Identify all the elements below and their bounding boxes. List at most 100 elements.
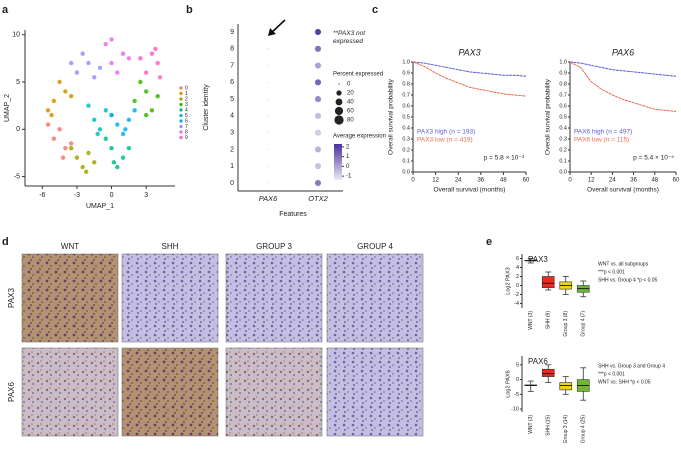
point [92,75,97,80]
point [68,145,74,151]
column-label: GROUP 3 [256,242,292,251]
legend-label: 7 [185,124,188,130]
dot [267,31,269,33]
point [115,70,120,75]
colorbar-label: 1 [346,154,350,160]
point [123,127,128,132]
y-tick-label: 3 [230,130,234,137]
x-tick-label: 12 [432,178,439,184]
panel-label: a [2,4,9,16]
size-legend-dot [336,90,342,96]
y-axis-label: Log2 PAX6 [505,370,511,397]
x-tick-label: 36 [630,178,637,184]
y-tick-label: 4 [516,265,519,271]
y-tick-label: 0.3 [559,136,567,142]
point [149,51,155,56]
panel-label: b [186,4,193,16]
row-label: PAX3 [7,288,16,308]
annotation: SHH vs. Group 3 and Group 4 [598,363,665,369]
dot [314,28,322,36]
point [155,93,160,99]
x-tick-label: 0 [411,178,415,184]
survival-curve [569,61,677,112]
x-tick-label: 24 [455,178,462,184]
y-axis-label: UMAP_2 [4,94,11,122]
y-tick-label: 4 [230,113,234,120]
y-tick-label: 0.2 [402,147,410,153]
legend-swatch [179,130,183,134]
y-tick-label: 2 [230,146,234,153]
y-tick-label: -4 [514,301,519,307]
x-tick-label: WNT (3) [528,311,534,330]
legend-label: 5 [185,113,188,119]
legend-label: PAX6 high (n = 497) [574,129,632,136]
point [103,136,108,141]
y-axis-label: Log2 PAX3 [505,267,511,294]
column-label: GROUP 4 [357,242,393,251]
point [51,136,57,141]
point [57,127,62,132]
dot [314,129,322,136]
box [541,276,555,289]
dot [314,146,322,153]
annotation: p = 5.8 × 10⁻³ [484,155,525,162]
annotation: SHH vs. Group 4 *p < 0.05 [598,277,658,283]
dot-annotation: **PAX3 not expressed [333,30,366,45]
y-tick-label: 0.7 [402,92,410,98]
point [120,155,126,160]
column-label: SHH [162,242,179,251]
point [95,131,100,137]
y-tick-label: 0.7 [559,92,567,98]
annotation: ***p < 0.001 [598,371,625,377]
box [559,382,573,391]
point [153,46,158,52]
x-axis-label: UMAP_1 [86,203,114,210]
size-legend-label: 20 [347,91,354,97]
x-tick-label: Group 3 (14) [563,415,569,444]
x-tick-label: OTX2 [308,194,328,203]
y-tick-label: 0.0 [559,169,567,175]
size-legend-label: 0 [347,82,351,88]
annotation: WNT vs. all subgroups [598,261,649,267]
y-tick-label: 0.1 [559,158,567,164]
point [126,117,132,123]
dot [267,98,269,100]
point [86,103,91,108]
point [143,112,149,118]
legend-swatch [179,135,183,140]
point [126,56,132,61]
dot [314,163,322,170]
point [138,56,143,61]
dot [267,148,269,151]
legend-label: 8 [185,129,188,135]
x-tick-label: 12 [588,178,595,184]
chart-title: PAX6 [528,357,548,366]
y-axis-label: Overall survival probability [545,78,552,155]
y-tick-label: -2 [514,292,519,298]
y-tick-label: 0.9 [402,70,410,76]
y-tick-label: 0 [230,180,234,187]
point [97,65,103,71]
arrow-head [268,28,276,36]
point [103,41,108,47]
y-tick-label: 0 [516,377,519,383]
y-tick-label: 0.6 [402,103,410,109]
legend-swatch [179,113,183,118]
legend-swatch [179,97,183,101]
point [155,60,160,66]
point [86,150,91,156]
ihc-image [326,347,424,437]
y-tick-label: 2 [516,274,519,280]
panel-label: e [486,236,492,248]
point [132,108,137,113]
legend-label: 9 [185,135,188,141]
point [45,122,51,127]
point [109,37,114,42]
point [60,155,66,160]
size-legend-dot [338,83,340,85]
point [63,145,68,151]
point [149,108,155,113]
point [68,93,74,99]
